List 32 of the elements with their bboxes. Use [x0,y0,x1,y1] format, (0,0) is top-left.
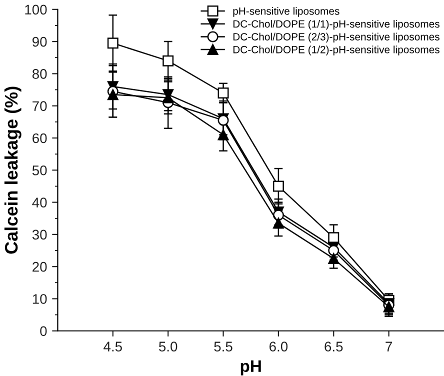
point [328,253,340,264]
y-tick-label: 70 [32,101,47,112]
x-tick-label: 6.0 [270,342,288,352]
legend-label: pH-sensitive liposomes [233,7,340,17]
legend-label: DC-Chol/DOPE (1/2)-pH-sensitive liposomes [233,46,440,56]
y-tick-label: 0 [40,326,47,336]
x-tick-label: 4.5 [104,342,122,352]
point [218,88,229,98]
legend-label: DC-Chol/DOPE (2/3)-pH-sensitive liposomes [233,32,440,43]
y-tick-label: 50 [32,165,47,176]
point [218,129,229,140]
point [272,218,284,229]
y-axis-title: Calcein leakage (%) [4,86,22,254]
x-tick-label: 7 [386,342,392,352]
point [328,232,340,244]
y-tick-label: 90 [32,36,47,47]
y-tick-label: 10 [32,294,47,304]
y-tick-label: 30 [32,230,47,240]
point [162,55,174,66]
x-tick-label: 6.5 [324,342,343,352]
x-tick-label: 5.5 [214,342,232,352]
legend-label: DC-Chol/DOPE (1/1)-pH-sensitive liposomes [233,20,440,30]
point [107,38,118,49]
y-tick-label: 60 [32,133,47,144]
y-tick-label: 40 [32,198,47,208]
x-axis-title: pH [240,360,261,376]
x-tick-label: 5.0 [158,342,178,352]
y-tick-label: 20 [32,262,47,272]
point [272,180,284,192]
y-tick-label: 80 [32,69,47,79]
y-tick-label: 100 [25,4,47,15]
point [107,89,118,100]
